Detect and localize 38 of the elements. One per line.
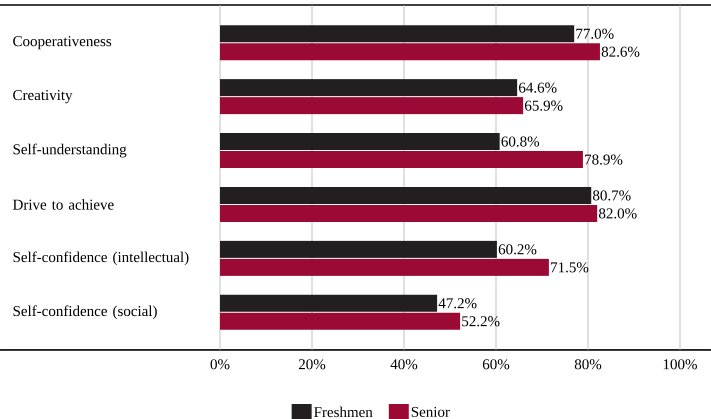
data-label: 71.5% [551, 262, 588, 272]
data-label: 77.0% [576, 28, 614, 39]
bar [220, 186, 592, 204]
data-label: 52.2% [462, 316, 500, 326]
data-label: 60.8% [502, 136, 540, 147]
bar [220, 97, 524, 114]
x-tick-label: 0% [210, 359, 230, 370]
y-tick-label: Self-confidence (intellectual) [14, 251, 188, 266]
x-tick-label: 80% [574, 359, 602, 370]
data-label: 47.2% [438, 298, 477, 308]
y-tick-label: Self-confidence (social) [14, 305, 157, 320]
data-label: 65.9% [524, 100, 563, 111]
bar [220, 294, 438, 312]
y-tick-label: Drive to achieve [12, 199, 114, 210]
legend-label: Senior [412, 406, 450, 417]
x-tick-label: 20% [298, 359, 326, 370]
y-tick-label: Self-understanding [14, 144, 126, 158]
bar [220, 79, 518, 96]
x-tick-label: 100% [664, 359, 697, 370]
data-label: 82.0% [598, 208, 637, 219]
x-tick-label: 60% [482, 359, 510, 370]
y-tick-label: Creativity [13, 90, 72, 104]
bar [220, 258, 549, 276]
bar [220, 204, 598, 222]
legend-label: Freshmen [314, 406, 373, 418]
bar [220, 25, 574, 42]
bar [220, 240, 497, 258]
x-tick-label: 40% [390, 359, 418, 370]
bar [220, 312, 460, 330]
bar [220, 43, 600, 60]
bar [220, 133, 500, 150]
bar [220, 151, 583, 168]
data-label: 82.6% [602, 46, 640, 57]
data-label: 60.2% [498, 244, 536, 254]
data-label: 64.6% [519, 82, 557, 93]
data-label: 78.9% [585, 154, 622, 165]
y-tick-label: Cooperativeness [13, 36, 112, 50]
data-label: 80.7% [592, 190, 631, 201]
